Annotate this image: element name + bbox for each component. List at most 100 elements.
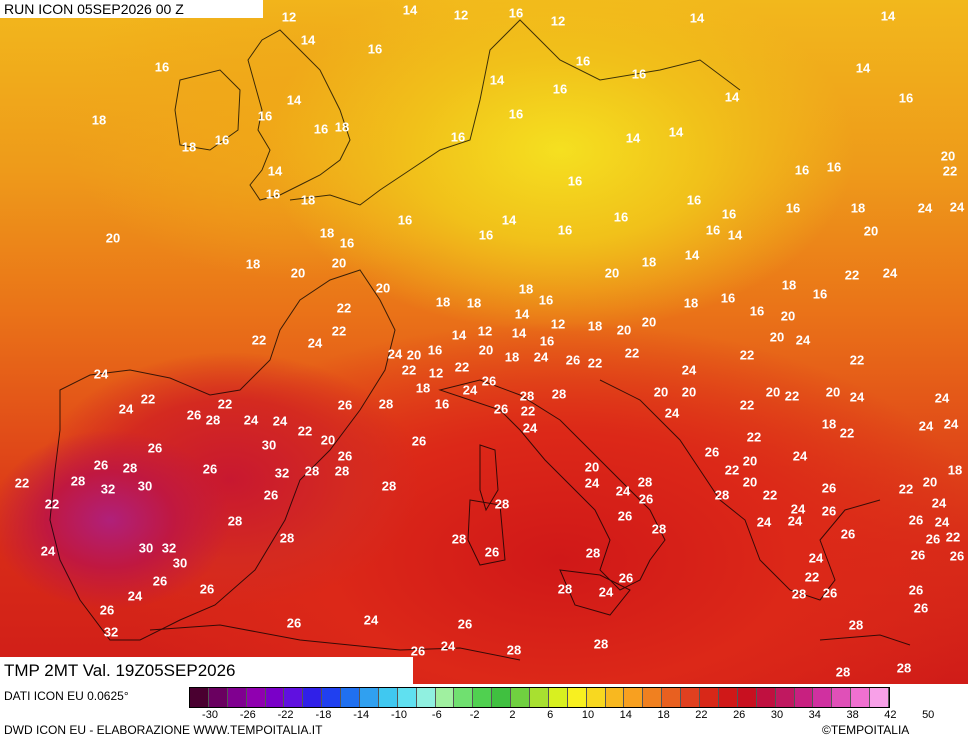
temperature-value: 28 — [651, 521, 667, 537]
temperature-value: 26 — [99, 602, 115, 618]
legend-swatch — [454, 688, 474, 707]
legend-swatch — [700, 688, 719, 707]
legend-swatch — [662, 688, 682, 707]
temperature-value: 26 — [410, 643, 426, 659]
color-legend — [189, 687, 890, 708]
temperature-value: 24 — [934, 514, 950, 530]
legend-swatch — [737, 688, 757, 707]
temperature-value: 24 — [792, 448, 808, 464]
temperature-value: 28 — [896, 660, 912, 676]
temperature-value: 26 — [822, 585, 838, 601]
temperature-value: 14 — [724, 89, 740, 105]
temperature-value: 16 — [557, 222, 573, 238]
temperature-value: 24 — [598, 584, 614, 600]
temperature-value: 20 — [940, 148, 956, 164]
temperature-value: 20 — [653, 384, 669, 400]
temperature-value: 12 — [453, 7, 469, 23]
legend-swatch — [227, 688, 247, 707]
temperature-value: 20 — [765, 384, 781, 400]
temperature-value: 24 — [387, 346, 403, 362]
temperature-value: 14 — [402, 2, 418, 18]
temperature-value: 24 — [440, 638, 456, 654]
temperature-value: 30 — [137, 478, 153, 494]
temperature-value: 28 — [381, 478, 397, 494]
temperature-value: 16 — [613, 209, 629, 225]
temperature-value: 16 — [686, 192, 702, 208]
legend-swatch — [813, 688, 833, 707]
temperature-value: 18 — [334, 119, 350, 135]
legend-swatch — [416, 688, 436, 707]
legend-swatch — [832, 688, 852, 707]
temperature-value: 22 — [624, 345, 640, 361]
temperature-value: 16 — [539, 333, 555, 349]
temperature-value: 26 — [147, 440, 163, 456]
footer: DATI ICON EU 0.0625° -30 -26 -22 -18 -14 -10-… — [0, 684, 968, 745]
legend-swatch — [492, 688, 512, 707]
legend-swatch — [870, 688, 889, 707]
temperature-value: 16 — [631, 66, 647, 82]
temperature-value: 24 — [882, 265, 898, 281]
temperature-value: 18 — [683, 295, 699, 311]
temperature-value: 20 — [922, 474, 938, 490]
temperature-value: 14 — [286, 92, 302, 108]
temperature-value: 16 — [265, 186, 281, 202]
legend-tick-label: -14 — [353, 709, 370, 721]
temperature-value: 26 — [638, 491, 654, 507]
temperature-value: 16 — [508, 106, 524, 122]
italy-outline — [438, 379, 666, 591]
temperature-value: 14 — [689, 10, 705, 26]
temperature-value: 22 — [724, 462, 740, 478]
temperature-value: 20 — [375, 280, 391, 296]
temperature-value: 26 — [618, 570, 634, 586]
temperature-value: 24 — [664, 405, 680, 421]
temperature-map: 12 14 12 16 12 14 14 14 16 16 16 16 14 16 14 14 14 16 16 18… — [0, 0, 968, 684]
temperature-value: 26 — [925, 531, 941, 547]
temperature-value: 24 — [790, 501, 806, 517]
temperature-value: 22 — [844, 267, 860, 283]
temperature-value: 24 — [363, 612, 379, 628]
temperature-value: 20 — [742, 453, 758, 469]
temperature-value: 22 — [839, 425, 855, 441]
temperature-value: 30 — [172, 555, 188, 571]
temperature-value: 22 — [297, 423, 313, 439]
temperature-value: 26 — [949, 548, 965, 564]
iberia-outline — [49, 269, 396, 641]
temperature-value: 24 — [808, 550, 824, 566]
temperature-value: 26 — [457, 616, 473, 632]
temperature-value: 24 — [533, 349, 549, 365]
temperature-value: 16 — [478, 227, 494, 243]
legend-tick-label: -18 — [315, 709, 332, 721]
temperature-value: 24 — [943, 416, 959, 432]
temperature-value: 28 — [70, 473, 86, 489]
temperature-value: 24 — [615, 483, 631, 499]
temperature-value: 20 — [604, 265, 620, 281]
temperature-value: 28 — [494, 496, 510, 512]
temperature-value: 26 — [913, 600, 929, 616]
temperature-value: 14 — [880, 8, 896, 24]
temperature-value: 26 — [910, 547, 926, 563]
temperature-value: 16 — [575, 53, 591, 69]
temperature-value: 22 — [739, 397, 755, 413]
run-title: RUN ICON 05SEP2026 00 Z — [0, 0, 263, 18]
temperature-value: 16 — [508, 5, 524, 21]
temperature-value: 16 — [785, 200, 801, 216]
temperature-value: 28 — [585, 545, 601, 561]
temperature-value: 18 — [947, 462, 963, 478]
temperature-value: 16 — [313, 121, 329, 137]
temperature-value: 28 — [506, 642, 522, 658]
temperature-value: 18 — [91, 112, 107, 128]
temperature-value: 16 — [397, 212, 413, 228]
legend-swatch — [605, 688, 625, 707]
legend-swatch — [190, 688, 209, 707]
temperature-value: 14 — [267, 163, 283, 179]
temperature-value: 24 — [849, 389, 865, 405]
legend-swatch — [851, 688, 871, 707]
temperature-value: 28 — [593, 636, 609, 652]
temperature-value: 28 — [378, 396, 394, 412]
temperature-value: 26 — [481, 373, 497, 389]
legend-tick-label: -6 — [431, 709, 442, 721]
temperature-value: 22 — [336, 300, 352, 316]
temperature-value: 22 — [784, 388, 800, 404]
temperature-value: 20 — [863, 223, 879, 239]
temperature-value: 26 — [263, 487, 279, 503]
